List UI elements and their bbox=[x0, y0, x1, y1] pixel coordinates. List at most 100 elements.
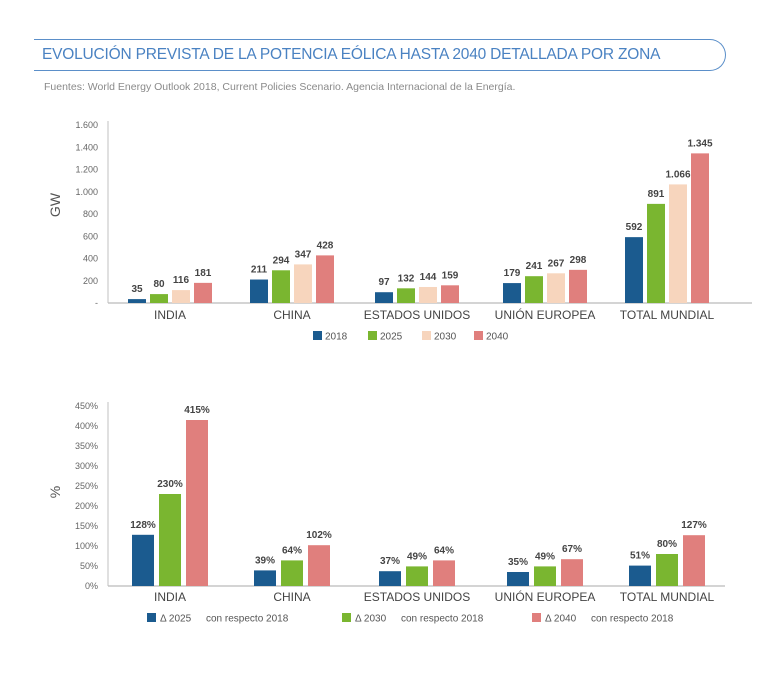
bar bbox=[525, 276, 543, 303]
bar bbox=[503, 283, 521, 303]
data-label: 415% bbox=[184, 405, 210, 416]
bar bbox=[132, 534, 154, 586]
page-title: EVOLUCIÓN PREVISTA DE LA POTENCIA EÓLICA… bbox=[42, 46, 661, 63]
y-tick-label: 400 bbox=[83, 254, 98, 264]
data-label: 116 bbox=[173, 275, 190, 286]
category-label: UNIÓN EUROPEA bbox=[495, 589, 596, 604]
data-label: 51% bbox=[630, 551, 650, 562]
bar bbox=[194, 282, 212, 303]
data-label: 179 bbox=[504, 268, 521, 279]
bar bbox=[656, 554, 678, 586]
bar bbox=[647, 203, 665, 303]
y-tick-label: 200 bbox=[83, 276, 98, 286]
bar bbox=[419, 286, 437, 303]
category-label: TOTAL MUNDIAL bbox=[620, 308, 715, 322]
data-label: 39% bbox=[255, 555, 275, 566]
bar bbox=[150, 294, 168, 303]
legend-swatch bbox=[532, 613, 541, 622]
data-label: 428 bbox=[317, 240, 334, 251]
category-label: CHINA bbox=[273, 590, 310, 604]
y-tick-label: 250% bbox=[75, 481, 98, 491]
legend-swatch bbox=[368, 331, 377, 340]
category-label: INDIA bbox=[154, 308, 186, 322]
legend-swatch bbox=[342, 613, 351, 622]
category-label: ESTADOS UNIDOS bbox=[364, 590, 470, 604]
legend-swatch bbox=[313, 331, 322, 340]
data-label: 1.066 bbox=[665, 169, 690, 180]
bar bbox=[441, 285, 459, 303]
data-label: 298 bbox=[570, 255, 587, 266]
y-tick-label: 1.200 bbox=[75, 165, 98, 175]
data-label: 159 bbox=[442, 270, 459, 281]
legend-label-suffix: con respecto 2018 bbox=[591, 614, 674, 625]
data-label: 230% bbox=[157, 479, 183, 490]
bar bbox=[561, 559, 583, 586]
legend-label-suffix: con respecto 2018 bbox=[401, 614, 484, 625]
y-axis-title: GW bbox=[47, 192, 63, 217]
bar bbox=[507, 572, 529, 586]
bar bbox=[569, 269, 587, 303]
data-label: 132 bbox=[398, 273, 415, 284]
bar bbox=[691, 153, 709, 303]
data-label: 37% bbox=[380, 556, 400, 567]
data-label: 127% bbox=[681, 520, 707, 531]
bar bbox=[379, 571, 401, 586]
bar bbox=[683, 535, 705, 586]
bar bbox=[128, 299, 146, 303]
bar bbox=[534, 566, 556, 586]
legend-label-suffix: con respecto 2018 bbox=[206, 614, 289, 625]
y-tick-label: 450% bbox=[75, 401, 98, 411]
title-frame bbox=[34, 39, 726, 71]
bar bbox=[625, 237, 643, 303]
y-tick-label: 600 bbox=[83, 231, 98, 241]
data-label: 64% bbox=[434, 545, 454, 556]
data-label: 144 bbox=[420, 272, 437, 283]
data-label: 267 bbox=[548, 258, 565, 269]
y-tick-label: 1.000 bbox=[75, 187, 98, 197]
bar bbox=[159, 494, 181, 586]
bar bbox=[250, 279, 268, 303]
y-tick-label: 800 bbox=[83, 209, 98, 219]
data-label: 80% bbox=[657, 539, 677, 550]
legend-label: Δ 2040 bbox=[545, 614, 577, 625]
bar bbox=[172, 290, 190, 303]
bar bbox=[629, 565, 651, 586]
bar bbox=[281, 560, 303, 586]
legend-label: Δ 2025 bbox=[160, 614, 192, 625]
legend-label: 2040 bbox=[486, 332, 509, 343]
bar bbox=[272, 270, 290, 303]
y-tick-label: 1.600 bbox=[75, 120, 98, 130]
legend-label: 2025 bbox=[380, 332, 403, 343]
data-label: 67% bbox=[562, 544, 582, 555]
data-label: 49% bbox=[407, 551, 427, 562]
y-tick-label: 1.400 bbox=[75, 142, 98, 152]
y-tick-label: 300% bbox=[75, 461, 98, 471]
bar bbox=[308, 545, 330, 586]
source-note: Fuentes: World Energy Outlook 2018, Curr… bbox=[44, 81, 516, 93]
data-label: 35% bbox=[508, 557, 528, 568]
data-label: 592 bbox=[626, 222, 643, 233]
data-label: 35 bbox=[131, 284, 143, 295]
data-label: 97 bbox=[378, 277, 390, 288]
legend-label: Δ 2030 bbox=[355, 614, 387, 625]
category-label: CHINA bbox=[273, 308, 310, 322]
data-label: 49% bbox=[535, 551, 555, 562]
bar bbox=[406, 566, 428, 586]
category-label: TOTAL MUNDIAL bbox=[620, 590, 715, 604]
data-label: 181 bbox=[195, 268, 212, 279]
bar bbox=[254, 570, 276, 586]
y-tick-label: 200% bbox=[75, 501, 98, 511]
data-label: 347 bbox=[295, 249, 312, 260]
category-label: UNIÓN EUROPEA bbox=[495, 307, 596, 322]
data-label: 211 bbox=[251, 265, 268, 276]
data-label: 102% bbox=[306, 530, 332, 541]
y-tick-label: 150% bbox=[75, 521, 98, 531]
category-label: INDIA bbox=[154, 590, 186, 604]
bar bbox=[186, 420, 208, 586]
legend-swatch bbox=[422, 331, 431, 340]
data-label: 891 bbox=[648, 189, 665, 200]
data-label: 128% bbox=[130, 520, 156, 531]
legend-swatch bbox=[474, 331, 483, 340]
bar bbox=[316, 255, 334, 303]
